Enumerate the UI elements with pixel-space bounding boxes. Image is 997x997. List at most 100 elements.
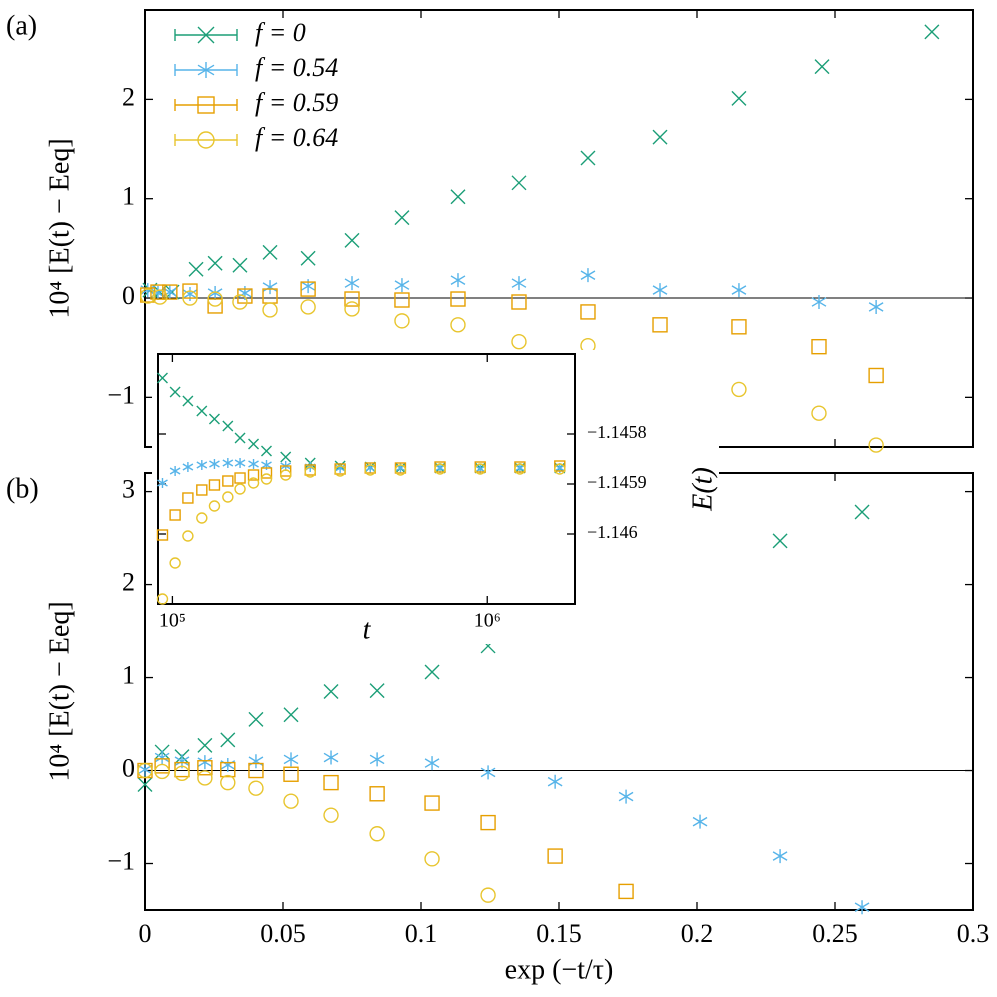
- marker-square: [283, 766, 299, 782]
- marker-cross: [234, 432, 246, 444]
- marker-cross: [394, 210, 410, 226]
- y-tick-label: 0: [122, 754, 135, 783]
- marker-square: [511, 294, 527, 310]
- marker-cross: [731, 90, 747, 106]
- y-tick-label: 2: [122, 82, 135, 111]
- marker-asterisk: [868, 299, 884, 314]
- marker-circle: [232, 294, 248, 310]
- marker-square: [394, 292, 410, 308]
- marker-circle: [554, 463, 566, 475]
- marker-square: [156, 529, 169, 541]
- marker-cross: [814, 59, 830, 75]
- marker-asterisk: [618, 789, 634, 804]
- y-tick-label: 3: [122, 475, 135, 504]
- marker-square: [300, 281, 316, 297]
- marker-cross: [344, 232, 360, 248]
- marker-circle: [140, 288, 156, 304]
- marker-square: [731, 319, 747, 335]
- marker-circle: [222, 491, 234, 503]
- marker-cross: [182, 395, 194, 407]
- marker-asterisk: [424, 756, 440, 771]
- marker-circle: [220, 774, 236, 791]
- marker-asterisk: [283, 752, 299, 767]
- marker-circle: [260, 473, 273, 485]
- marker-circle: [394, 464, 407, 476]
- x-tick-label: 0.05: [260, 919, 306, 948]
- marker-cross: [511, 175, 527, 191]
- marker-cross: [248, 711, 264, 727]
- marker-square: [162, 284, 178, 300]
- y-tick-label: 1: [122, 661, 135, 690]
- y-axis-label: 10⁴ [E(t) − Eeq]: [44, 601, 75, 781]
- marker-circle: [450, 317, 466, 333]
- y-tick-label: −1: [107, 846, 135, 875]
- marker-square: [811, 338, 827, 355]
- marker-circle: [394, 313, 410, 329]
- marker-circle: [156, 593, 169, 605]
- marker-circle: [811, 405, 827, 421]
- marker-cross: [156, 372, 168, 384]
- marker-cross: [772, 533, 788, 549]
- marker-asterisk: [854, 900, 870, 915]
- marker-square: [208, 479, 221, 491]
- marker-cross: [207, 255, 223, 271]
- x-axis-label: t: [363, 614, 372, 645]
- y-tick-label: −1.146: [587, 522, 638, 542]
- marker-square: [169, 509, 181, 521]
- marker-asterisk: [248, 754, 264, 769]
- marker-asterisk: [772, 849, 788, 864]
- marker-circle: [474, 463, 486, 475]
- x-tick-label: 0.3: [957, 919, 990, 948]
- marker-square: [207, 298, 223, 314]
- marker-asterisk: [196, 460, 208, 470]
- marker-circle: [304, 466, 316, 478]
- marker-square: [344, 291, 360, 307]
- marker-cross: [652, 129, 668, 145]
- x-tick-label: 10⁶: [474, 610, 501, 632]
- marker-asterisk: [652, 283, 668, 298]
- marker-asterisk: [580, 268, 596, 283]
- marker-asterisk: [344, 276, 360, 291]
- marker-asterisk: [157, 478, 168, 488]
- marker-cross: [280, 451, 292, 463]
- marker-square: [182, 283, 198, 299]
- marker-asterisk: [220, 757, 236, 772]
- marker-cross: [854, 504, 870, 520]
- x-tick-label: 0.25: [812, 919, 858, 948]
- marker-asterisk: [154, 750, 170, 765]
- legend-label: f = 0: [255, 18, 306, 47]
- marker-circle: [182, 530, 194, 542]
- marker-circle: [169, 557, 181, 569]
- marker-square: [247, 469, 260, 481]
- marker-circle: [434, 463, 446, 475]
- marker-circle: [247, 477, 260, 489]
- marker-square: [279, 465, 292, 477]
- marker-asterisk: [262, 280, 278, 295]
- marker-circle: [511, 334, 527, 350]
- marker-square: [154, 758, 170, 774]
- marker-asterisk: [692, 814, 708, 829]
- marker-asterisk: [140, 283, 156, 298]
- x-tick-label: 0.1: [405, 919, 438, 948]
- marker-cross: [208, 413, 220, 425]
- marker-circle: [207, 291, 223, 307]
- marker-square: [868, 367, 884, 384]
- x-tick-label: 0: [139, 919, 152, 948]
- marker-circle: [344, 301, 360, 317]
- marker-cross: [323, 684, 339, 699]
- marker-asterisk: [234, 458, 246, 468]
- marker-circle: [208, 500, 221, 512]
- marker-cross: [169, 386, 181, 398]
- y-tick-label: 1: [122, 182, 135, 211]
- marker-asterisk: [450, 273, 466, 288]
- marker-cross: [924, 24, 940, 40]
- marker-cross: [300, 250, 316, 266]
- marker-circle: [283, 793, 299, 809]
- marker-circle: [300, 299, 316, 315]
- x-tick-label: 0.2: [681, 919, 714, 948]
- marker-square: [237, 288, 253, 304]
- marker-cross: [188, 261, 204, 277]
- marker-asterisk: [511, 276, 527, 291]
- marker-asterisk: [369, 752, 385, 767]
- marker-cross: [369, 683, 385, 699]
